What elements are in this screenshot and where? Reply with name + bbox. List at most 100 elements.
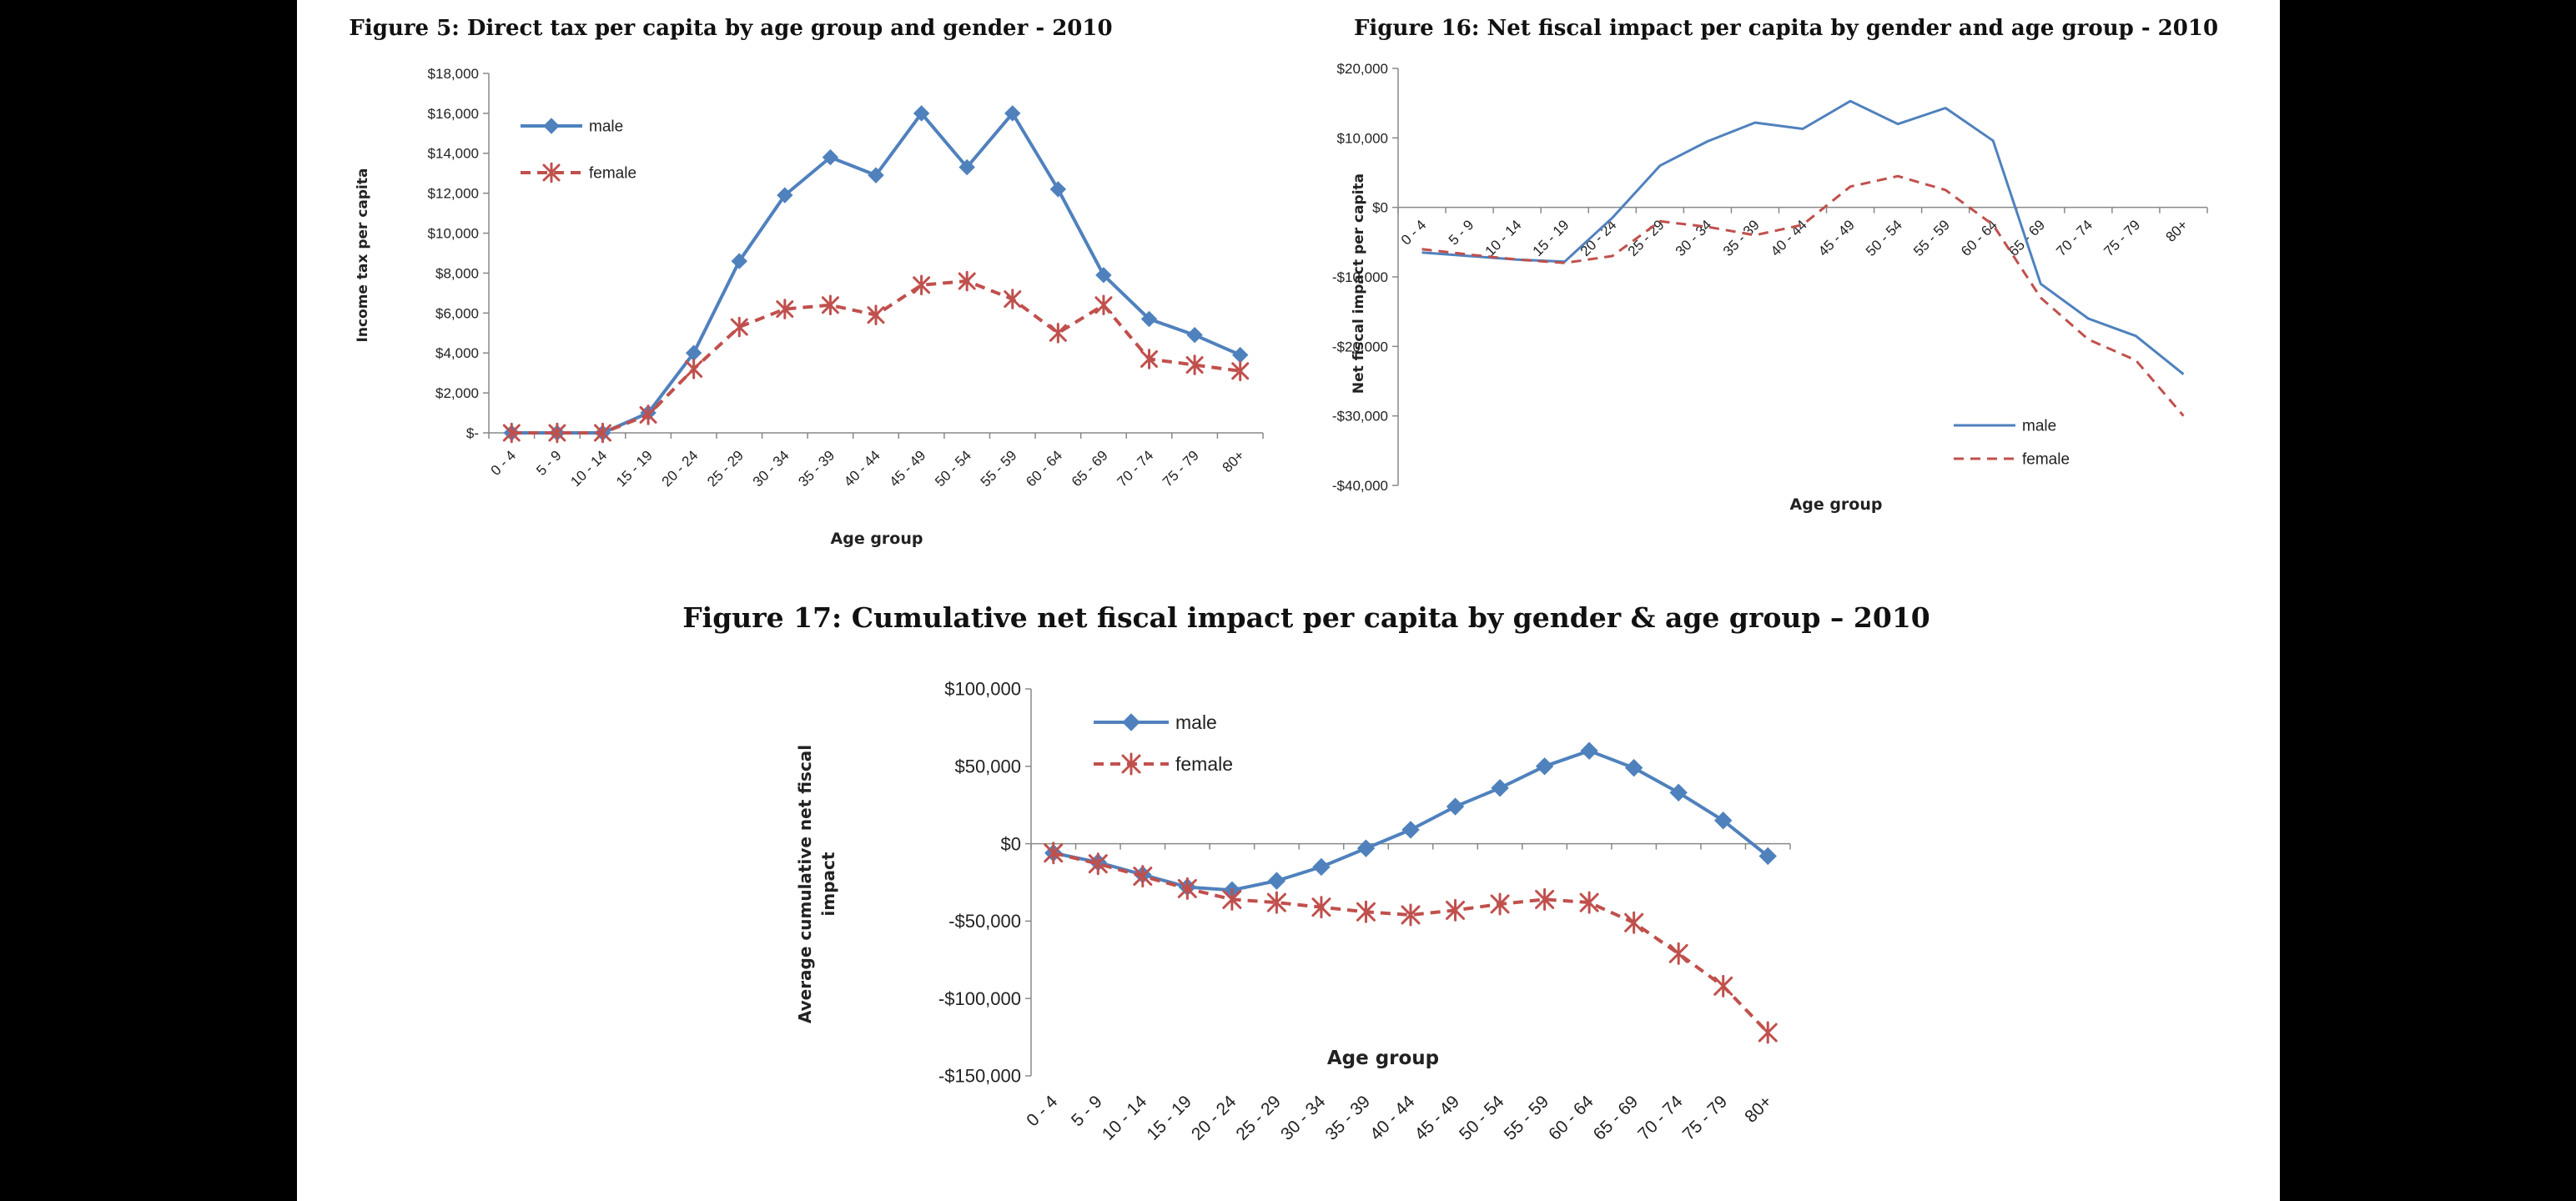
data-point-female	[776, 299, 794, 319]
legend-marker-female	[1121, 752, 1141, 776]
data-point-male	[1580, 741, 1598, 760]
data-point-female	[1401, 903, 1421, 927]
x-tick-label: 20 - 24	[1577, 217, 1620, 259]
y-tick-label: $0	[1372, 200, 1388, 216]
data-point-female	[730, 316, 748, 338]
data-point-female	[867, 304, 885, 326]
figure-17-y-axis-label: Average cumulative net fiscal impact	[795, 745, 838, 1023]
series-line-male	[1421, 99, 2185, 375]
x-tick-label: 45 - 49	[1411, 1092, 1464, 1144]
figure-16-title: Figure 16: Net fiscal impact per capita …	[1354, 16, 2218, 41]
data-point-male	[1535, 757, 1554, 776]
series-line-male	[1053, 749, 1769, 892]
x-tick-label: 10 - 14	[567, 447, 610, 490]
figure-5-x-axis-label: Age group	[831, 530, 923, 548]
x-tick-label: 5 - 9	[533, 447, 564, 478]
data-point-male	[1095, 267, 1112, 284]
x-tick-label: 65 - 69	[2005, 217, 2048, 259]
figure-16-axes	[1397, 68, 2207, 485]
data-point-female	[502, 422, 521, 444]
x-tick-label: 70 - 74	[1634, 1092, 1687, 1144]
data-point-female	[1624, 911, 1644, 934]
figure-16-plot-area	[1421, 99, 2185, 417]
x-tick-label: 20 - 24	[1188, 1092, 1240, 1144]
legend-label-male: male	[2022, 418, 2056, 435]
data-point-female	[1266, 891, 1286, 914]
data-point-male	[1312, 857, 1331, 877]
data-point-female	[1044, 842, 1064, 865]
x-tick-label: 0 - 4	[488, 447, 519, 478]
y-tick-label: $10,000	[428, 226, 479, 242]
series-line-male	[511, 111, 1241, 435]
y-tick-label: $2,000	[435, 385, 479, 401]
data-point-male	[1232, 346, 1249, 364]
data-point-male	[1004, 105, 1021, 122]
data-point-male	[1140, 310, 1158, 328]
x-tick-label: 35 - 39	[1322, 1092, 1375, 1144]
y-tick-label: $4,000	[435, 345, 479, 361]
data-point-male	[777, 187, 793, 204]
figure-5-chart: Figure 5: Direct tax per capita by age g…	[349, 16, 1264, 548]
y-tick-label: $50,000	[954, 756, 1021, 777]
data-point-male	[1356, 839, 1376, 857]
y-tick-label: $16,000	[428, 106, 479, 122]
figure-5-y-ticks: $- $2,000 $4,000 $6,000 $8,000 $10,000 $12,000…	[428, 66, 489, 441]
x-tick-label: 35 - 39	[1720, 217, 1763, 259]
x-tick-label: 0 - 4	[1023, 1092, 1061, 1130]
figure-17-axes	[1030, 689, 1790, 1076]
data-point-male	[913, 105, 930, 122]
x-tick-label: 25 - 29	[1232, 1092, 1285, 1144]
y-tick-label: -$40,000	[1332, 478, 1388, 494]
data-point-male	[958, 158, 975, 176]
data-point-male	[1401, 821, 1420, 839]
x-tick-label: 40 - 44	[1768, 217, 1810, 259]
x-tick-label: 20 - 24	[659, 447, 702, 490]
data-point-female	[1088, 852, 1108, 876]
data-point-female	[1140, 349, 1159, 369]
data-point-male	[1669, 783, 1688, 802]
legend-label-male: male	[589, 118, 623, 136]
x-tick-label: 10 - 14	[1482, 217, 1525, 259]
data-point-female	[1231, 360, 1250, 382]
x-tick-label: 50 - 54	[932, 447, 974, 490]
x-tick-label: 60 - 64	[1023, 447, 1065, 490]
x-tick-label: 45 - 49	[1815, 217, 1858, 259]
figure-16-x-axis-label: Age group	[1790, 495, 1883, 514]
y-tick-label: $18,000	[428, 66, 479, 82]
y-tick-label: -$150,000	[938, 1066, 1021, 1087]
x-tick-label: 30 - 34	[1277, 1092, 1330, 1144]
x-tick-label: 40 - 44	[1366, 1092, 1419, 1144]
data-point-female	[821, 294, 839, 316]
x-tick-label: 80+	[1741, 1092, 1775, 1126]
legend-marker-male	[1122, 713, 1140, 731]
x-tick-label: 40 - 44	[841, 447, 883, 490]
legend-label-female: female	[1175, 753, 1233, 775]
figure-17-y-axis-label-line-2: impact	[818, 852, 838, 916]
figure-5-axes	[488, 73, 1263, 434]
data-point-female	[1185, 354, 1204, 375]
x-tick-label: 80+	[1220, 447, 1248, 475]
x-tick-label: 55 - 59	[1910, 217, 1953, 259]
data-point-male	[731, 253, 747, 269]
data-point-female	[1668, 942, 1688, 965]
figure-17-title: Figure 17: Cumulative net fiscal impact …	[682, 601, 1930, 634]
y-tick-label: -$20,000	[1332, 339, 1388, 354]
data-point-male	[1186, 326, 1203, 344]
x-tick-label: 75 - 79	[1679, 1092, 1732, 1144]
data-point-female	[1446, 898, 1466, 922]
x-tick-label: 25 - 29	[704, 447, 747, 490]
data-point-female	[593, 422, 611, 444]
x-tick-label: 15 - 19	[1143, 1092, 1195, 1144]
x-tick-label: 80+	[2162, 217, 2191, 245]
figure-16-y-ticks: -$40,000 -$30,000 -$20,000 -$10,000 $0 $10,00…	[1332, 61, 1398, 494]
data-point-male	[1267, 872, 1286, 890]
x-tick-label: 75 - 79	[1160, 447, 1202, 490]
series-line-female	[1053, 851, 1769, 1034]
data-point-male	[1446, 797, 1465, 816]
y-tick-label: $20,000	[1337, 61, 1388, 77]
data-point-female	[1579, 891, 1599, 914]
data-point-female	[548, 422, 566, 444]
data-point-male	[1714, 812, 1733, 830]
